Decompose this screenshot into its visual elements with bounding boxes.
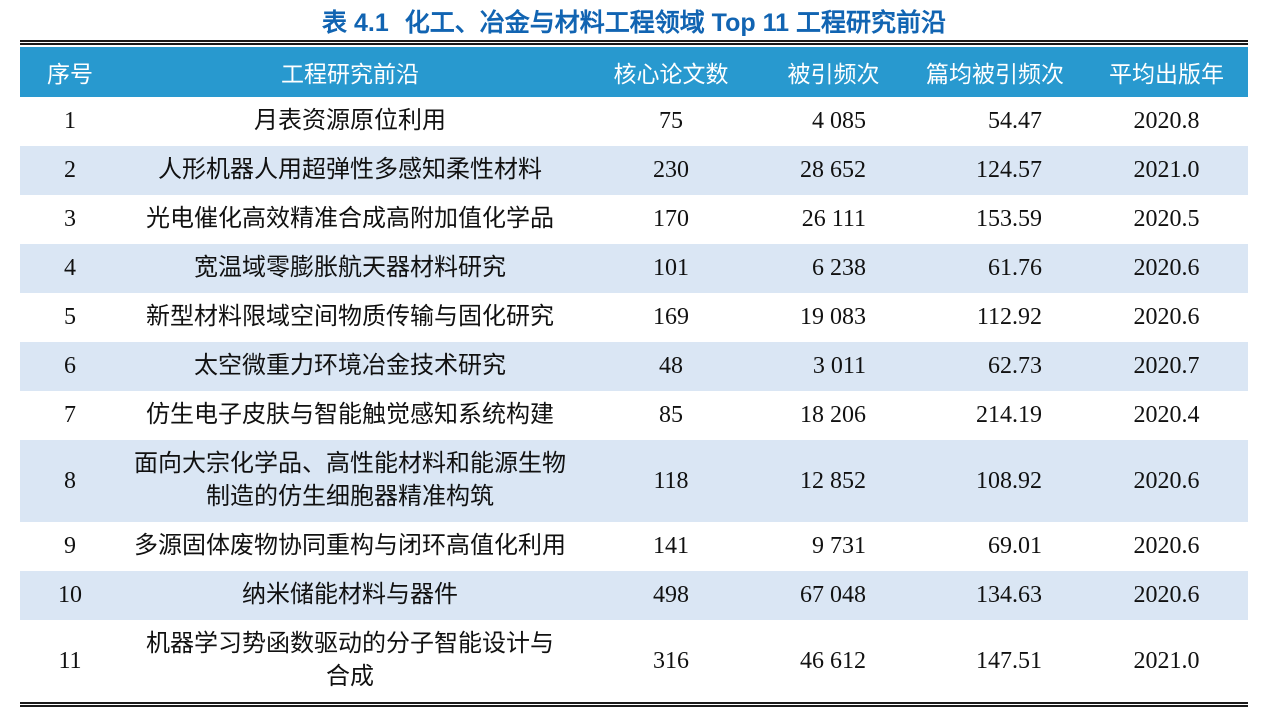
cell-research-front: 太空微重力环境冶金技术研究 [194, 353, 506, 379]
table-row: 4 宽温域零膨胀航天器材料研究 101 6 238 61.76 2020.6 [20, 244, 1248, 293]
cell-core-papers: 141 [653, 533, 689, 559]
cell-rank: 9 [64, 533, 76, 559]
cell-rank: 10 [58, 582, 82, 608]
cell-avg-pub-year: 2020.6 [1133, 467, 1200, 494]
col-header-rank: 序号 [20, 47, 120, 97]
cell-rank: 2 [64, 157, 76, 183]
cell-citations: 9 731 [812, 533, 866, 559]
cell-avg-pub-year: 2021.0 [1133, 157, 1200, 183]
cell-citations-per-paper: 124.57 [976, 157, 1042, 183]
table-number-label: 表 4.1 [322, 9, 389, 37]
table-row: 1 月表资源原位利用 75 4 085 54.47 2020.8 [20, 97, 1248, 146]
cell-research-front: 机器学习势函数驱动的分子智能设计与 合成 [146, 631, 554, 690]
cell-research-front: 新型材料限域空间物质传输与固化研究 [146, 304, 554, 330]
table-row: 3 光电催化高效精准合成高附加值化学品 170 26 111 153.59 20… [20, 195, 1248, 244]
cell-rank: 7 [64, 402, 76, 428]
cell-core-papers: 118 [653, 467, 689, 494]
table-row: 5 新型材料限域空间物质传输与固化研究 169 19 083 112.92 20… [20, 293, 1248, 342]
cell-rank: 11 [58, 647, 82, 674]
cell-citations: 28 652 [800, 157, 866, 183]
cell-citations-per-paper: 214.19 [976, 402, 1042, 428]
header-row: 序号 工程研究前沿 核心论文数 被引频次 篇均被引频次 平均出版年 [20, 47, 1248, 97]
cell-citations-per-paper: 134.63 [976, 582, 1042, 608]
col-header-avg-pub-year: 平均出版年 [1085, 47, 1248, 97]
cell-citations: 19 083 [800, 304, 866, 330]
cell-citations: 18 206 [800, 402, 866, 428]
table-bottom-rule [20, 702, 1248, 707]
cell-research-front: 多源固体废物协同重构与闭环高值化利用 [134, 533, 566, 559]
col-header-core-papers: 核心论文数 [580, 47, 762, 97]
table-header: 序号 工程研究前沿 核心论文数 被引频次 篇均被引频次 平均出版年 [20, 47, 1248, 97]
cell-core-papers: 75 [659, 108, 683, 134]
cell-citations-per-paper: 54.47 [988, 108, 1042, 134]
cell-avg-pub-year: 2020.6 [1133, 255, 1200, 281]
table-row: 8 面向大宗化学品、高性能材料和能源生物 制造的仿生细胞器精准构筑 118 12… [20, 440, 1248, 522]
cell-rank: 1 [64, 108, 76, 134]
cell-avg-pub-year: 2020.4 [1133, 402, 1200, 428]
cell-avg-pub-year: 2020.6 [1133, 533, 1200, 559]
table-row: 11 机器学习势函数驱动的分子智能设计与 合成 316 46 612 147.5… [20, 620, 1248, 702]
cell-research-front: 宽温域零膨胀航天器材料研究 [194, 255, 506, 281]
cell-core-papers: 169 [653, 304, 689, 330]
cell-citations: 3 011 [812, 353, 866, 379]
col-header-research-front: 工程研究前沿 [120, 47, 580, 97]
cell-core-papers: 85 [659, 402, 683, 428]
cell-citations-per-paper: 62.73 [988, 353, 1042, 379]
cell-citations-per-paper: 112.92 [976, 304, 1042, 330]
cell-rank: 5 [64, 304, 76, 330]
cell-research-front: 光电催化高效精准合成高附加值化学品 [146, 206, 554, 232]
cell-research-front: 月表资源原位利用 [254, 108, 446, 134]
cell-citations-per-paper: 108.92 [976, 467, 1042, 494]
cell-research-front: 人形机器人用超弹性多感知柔性材料 [158, 157, 542, 183]
cell-rank: 8 [64, 467, 76, 494]
table-row: 6 太空微重力环境冶金技术研究 48 3 011 62.73 2020.7 [20, 342, 1248, 391]
cell-rank: 6 [64, 353, 76, 379]
cell-avg-pub-year: 2020.8 [1133, 108, 1200, 134]
cell-avg-pub-year: 2020.6 [1133, 304, 1200, 330]
cell-avg-pub-year: 2020.6 [1133, 582, 1200, 608]
report-page: 表 4.1 化工、冶金与材料工程领域 Top 11 工程研究前沿 序号 工程研究前… [20, 0, 1248, 707]
cell-rank: 4 [64, 255, 76, 281]
cell-core-papers: 48 [659, 353, 683, 379]
cell-research-front: 纳米储能材料与器件 [242, 582, 458, 608]
col-header-citations-per-paper: 篇均被引频次 [905, 47, 1085, 97]
table-title: 表 4.1 化工、冶金与材料工程领域 Top 11 工程研究前沿 [20, 0, 1248, 40]
cell-citations: 46 612 [800, 647, 866, 674]
cell-rank: 3 [64, 206, 76, 232]
cell-citations-per-paper: 69.01 [988, 533, 1042, 559]
cell-avg-pub-year: 2020.5 [1133, 206, 1200, 232]
cell-core-papers: 316 [653, 647, 689, 674]
research-fronts-table: 序号 工程研究前沿 核心论文数 被引频次 篇均被引频次 平均出版年 1 月表资源… [20, 47, 1248, 702]
cell-citations: 12 852 [800, 467, 866, 494]
cell-avg-pub-year: 2021.0 [1133, 647, 1200, 674]
cell-research-front: 仿生电子皮肤与智能触觉感知系统构建 [146, 402, 554, 428]
table-row: 7 仿生电子皮肤与智能触觉感知系统构建 85 18 206 214.19 202… [20, 391, 1248, 440]
table-row: 10 纳米储能材料与器件 498 67 048 134.63 2020.6 [20, 571, 1248, 620]
table-title-text: 化工、冶金与材料工程领域 Top 11 工程研究前沿 [404, 9, 946, 37]
table-top-rule [20, 40, 1248, 45]
cell-avg-pub-year: 2020.7 [1133, 353, 1200, 379]
cell-citations: 6 238 [812, 255, 866, 281]
table-row: 2 人形机器人用超弹性多感知柔性材料 230 28 652 124.57 202… [20, 146, 1248, 195]
cell-core-papers: 101 [653, 255, 689, 281]
cell-citations-per-paper: 147.51 [976, 647, 1042, 674]
cell-core-papers: 230 [653, 157, 689, 183]
cell-citations: 67 048 [800, 582, 866, 608]
cell-citations: 26 111 [801, 206, 866, 232]
table-row: 9 多源固体废物协同重构与闭环高值化利用 141 9 731 69.01 202… [20, 522, 1248, 571]
cell-core-papers: 170 [653, 206, 689, 232]
table-body: 1 月表资源原位利用 75 4 085 54.47 2020.8 2 人形机器人… [20, 97, 1248, 702]
cell-core-papers: 498 [653, 582, 689, 608]
cell-research-front: 面向大宗化学品、高性能材料和能源生物 制造的仿生细胞器精准构筑 [134, 451, 566, 510]
cell-citations-per-paper: 153.59 [976, 206, 1042, 232]
col-header-citations: 被引频次 [762, 47, 905, 97]
cell-citations: 4 085 [812, 108, 866, 134]
cell-citations-per-paper: 61.76 [988, 255, 1042, 281]
